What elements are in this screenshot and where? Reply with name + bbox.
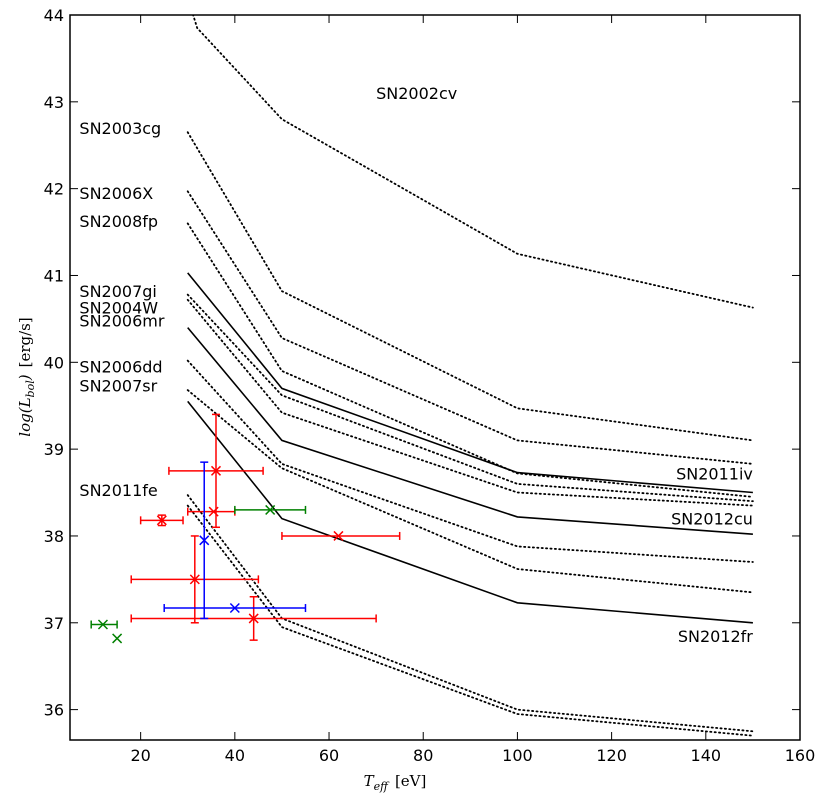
x-axis-var: T bbox=[364, 772, 375, 790]
observation-point bbox=[130, 595, 377, 641]
x-tick-label: 40 bbox=[225, 746, 245, 765]
observation-point bbox=[139, 514, 184, 527]
series-label-sn2004w: SN2004W bbox=[79, 299, 158, 318]
x-marker bbox=[210, 465, 222, 476]
axis-ticks: 20 40 60 80 100 120 140 160 36 37 38 39 40 41 42 43 44 bbox=[44, 6, 816, 765]
model-line-sn2011fe-a bbox=[186, 494, 754, 733]
x-tick-label: 60 bbox=[319, 746, 339, 765]
y-tick-label: 36 bbox=[44, 701, 64, 720]
series-label-sn2006mr: SN2006mr bbox=[79, 312, 164, 331]
y-tick-label: 42 bbox=[44, 180, 64, 199]
observations bbox=[90, 413, 401, 644]
x-marker bbox=[189, 574, 200, 585]
observation-point bbox=[112, 633, 123, 644]
series-labels: SN2002cvSN2003cgSN2006XSN2008fpSN2007giS… bbox=[79, 84, 753, 646]
x-tick-label: 80 bbox=[413, 746, 433, 765]
x-tick-label: 120 bbox=[596, 746, 627, 765]
model-line-sn2012fr bbox=[187, 400, 753, 624]
series-label-sn2002cv: SN2002cv bbox=[376, 84, 457, 103]
x-axis-unit: [eV] bbox=[395, 772, 426, 790]
x-marker bbox=[112, 633, 123, 644]
observation-point bbox=[234, 504, 307, 515]
model-line-sn2008fp bbox=[186, 222, 754, 498]
model-line-sn2004w bbox=[186, 293, 754, 503]
x-tick-label: 140 bbox=[691, 746, 722, 765]
x-marker bbox=[248, 613, 259, 624]
observation-point bbox=[163, 602, 307, 614]
model-lines bbox=[186, 15, 754, 737]
series-label-sn2011iv: SN2011iv bbox=[676, 464, 753, 483]
observation-point bbox=[199, 461, 210, 620]
x-marker bbox=[265, 504, 276, 515]
series-label-sn2012fr: SN2012fr bbox=[678, 627, 753, 646]
y-tick-label: 38 bbox=[44, 527, 64, 546]
x-tick-label: 100 bbox=[502, 746, 533, 765]
y-tick-label: 41 bbox=[44, 266, 64, 285]
model-line-sn2011fe-b bbox=[186, 504, 754, 737]
x-tick-label: 160 bbox=[785, 746, 816, 765]
x-marker bbox=[229, 602, 240, 614]
series-label-sn2006dd: SN2006dd bbox=[79, 358, 162, 377]
series-label-sn2003cg: SN2003cg bbox=[79, 119, 161, 138]
y-tick-label: 37 bbox=[44, 614, 64, 633]
x-marker bbox=[333, 530, 344, 541]
series-label-sn2008fp: SN2008fp bbox=[79, 212, 158, 231]
observation-point bbox=[130, 535, 260, 624]
model-line-sn2007gi bbox=[187, 272, 753, 494]
y-axis-close: ) bbox=[16, 374, 34, 381]
x-axis-sub: eff bbox=[374, 780, 391, 793]
model-line-sn2006mr-solid bbox=[187, 327, 753, 535]
series-label-sn2006x: SN2006X bbox=[79, 184, 153, 203]
y-axis-unit: [erg/s] bbox=[16, 317, 34, 367]
series-label-sn2012cu: SN2012cu bbox=[671, 510, 753, 529]
plot-frame bbox=[69, 14, 801, 741]
x-marker bbox=[156, 515, 167, 526]
series-label-sn2011fe: SN2011fe bbox=[79, 481, 157, 500]
observation-point bbox=[186, 506, 236, 517]
model-line-sn2006x bbox=[186, 190, 754, 465]
y-tick-label: 40 bbox=[44, 353, 64, 372]
x-axis-label: Teff [eV] bbox=[364, 772, 427, 793]
model-line-sn2006dd bbox=[186, 359, 754, 563]
model-line-sn2002cv bbox=[192, 15, 754, 309]
model-line-sn2007sr bbox=[186, 389, 754, 594]
y-tick-label: 44 bbox=[44, 6, 64, 25]
observation-point bbox=[281, 530, 401, 541]
y-axis-sub: bol bbox=[24, 380, 37, 398]
series-label-sn2007gi: SN2007gi bbox=[79, 282, 156, 301]
x-tick-label: 20 bbox=[130, 746, 150, 765]
x-marker bbox=[97, 619, 108, 630]
x-marker bbox=[208, 506, 219, 517]
y-axis-var: log(L bbox=[16, 397, 34, 436]
y-tick-label: 43 bbox=[44, 93, 64, 112]
y-tick-label: 39 bbox=[44, 440, 64, 459]
observation-point bbox=[90, 619, 118, 630]
x-marker bbox=[199, 535, 210, 546]
series-label-sn2007sr: SN2007sr bbox=[79, 377, 157, 396]
y-axis-label: log(Lbol) [erg/s] bbox=[16, 317, 37, 436]
model-line-sn2003cg bbox=[186, 131, 754, 442]
